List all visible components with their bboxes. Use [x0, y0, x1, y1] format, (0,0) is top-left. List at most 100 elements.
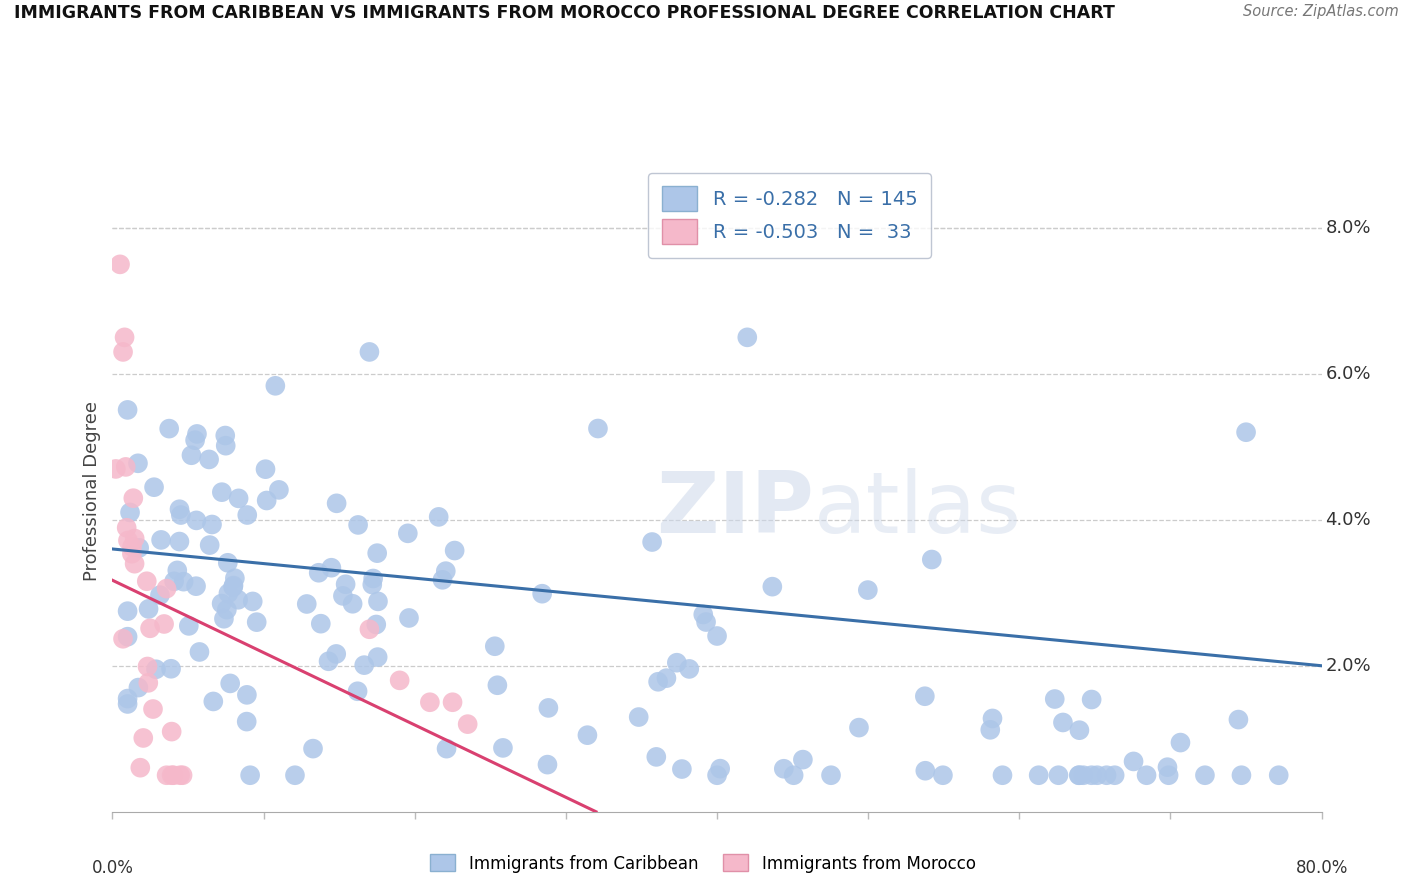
Point: [359, 345, 381, 359]
Legend: R = -0.282   N = 145, R = -0.503   N =  33: R = -0.282 N = 145, R = -0.503 N = 33: [648, 173, 931, 258]
Point: [224, 571, 246, 585]
Point: [117, 533, 139, 548]
Point: [361, 572, 384, 586]
Point: [332, 589, 354, 603]
Point: [121, 547, 143, 561]
Point: [443, 543, 465, 558]
Point: [136, 676, 159, 690]
Point: [1157, 768, 1180, 782]
Point: [169, 502, 191, 516]
Point: [1069, 768, 1091, 782]
Point: [157, 422, 180, 436]
Point: [979, 723, 1001, 737]
Point: [256, 493, 278, 508]
Point: [1230, 768, 1253, 782]
Point: [108, 257, 131, 271]
Point: [124, 557, 146, 571]
Point: [432, 573, 454, 587]
Point: [457, 717, 479, 731]
Point: [692, 607, 714, 622]
Point: [1234, 425, 1257, 440]
Point: [441, 695, 464, 709]
Point: [308, 566, 330, 580]
Point: [325, 496, 347, 510]
Point: [1122, 755, 1144, 769]
Point: [198, 538, 221, 552]
Point: [132, 731, 155, 745]
Point: [981, 711, 1004, 725]
Point: [1047, 768, 1070, 782]
Point: [388, 673, 411, 688]
Point: [1095, 768, 1118, 782]
Point: [211, 485, 233, 500]
Point: [166, 563, 188, 577]
Text: 80.0%: 80.0%: [1295, 859, 1348, 877]
Point: [112, 345, 135, 359]
Point: [124, 532, 146, 546]
Point: [111, 632, 134, 646]
Point: [117, 403, 139, 417]
Point: [117, 691, 139, 706]
Point: [1028, 768, 1050, 782]
Point: [531, 587, 554, 601]
Point: [222, 578, 245, 592]
Point: [143, 480, 166, 494]
Point: [160, 662, 183, 676]
Point: [217, 556, 239, 570]
Point: [318, 654, 340, 668]
Point: [434, 564, 457, 578]
Point: [215, 439, 238, 453]
Point: [914, 764, 936, 778]
Point: [302, 741, 325, 756]
Point: [150, 533, 173, 547]
Point: [217, 586, 239, 600]
Point: [367, 650, 389, 665]
Legend: Immigrants from Caribbean, Immigrants from Morocco: Immigrants from Caribbean, Immigrants fr…: [423, 847, 983, 880]
Point: [671, 762, 693, 776]
Point: [186, 513, 208, 527]
Point: [782, 768, 804, 782]
Point: [1227, 713, 1250, 727]
Point: [1052, 715, 1074, 730]
Point: [211, 597, 233, 611]
Point: [706, 768, 728, 782]
Point: [236, 688, 259, 702]
Point: [127, 681, 149, 695]
Point: [678, 662, 700, 676]
Point: [188, 645, 211, 659]
Point: [115, 521, 138, 535]
Point: [172, 768, 194, 782]
Point: [366, 617, 388, 632]
Point: [160, 768, 183, 782]
Point: [695, 615, 717, 629]
Point: [117, 630, 139, 644]
Point: [222, 580, 245, 594]
Point: [848, 721, 870, 735]
Point: [1080, 768, 1102, 782]
Point: [932, 768, 955, 782]
Point: [353, 658, 375, 673]
Point: [177, 619, 200, 633]
Point: [118, 505, 141, 519]
Point: [226, 592, 249, 607]
Point: [536, 757, 558, 772]
Point: [856, 583, 879, 598]
Point: [246, 615, 269, 629]
Point: [792, 753, 814, 767]
Text: 2.0%: 2.0%: [1326, 657, 1371, 674]
Text: 8.0%: 8.0%: [1326, 219, 1371, 237]
Point: [239, 768, 262, 782]
Point: [991, 768, 1014, 782]
Point: [215, 602, 238, 616]
Point: [492, 740, 515, 755]
Point: [267, 483, 290, 497]
Point: [139, 621, 162, 635]
Point: [201, 517, 224, 532]
Point: [1267, 768, 1289, 782]
Point: [366, 546, 388, 560]
Point: [772, 762, 794, 776]
Point: [212, 612, 235, 626]
Point: [228, 491, 250, 506]
Y-axis label: Professional Degree: Professional Degree: [83, 401, 101, 581]
Point: [665, 656, 688, 670]
